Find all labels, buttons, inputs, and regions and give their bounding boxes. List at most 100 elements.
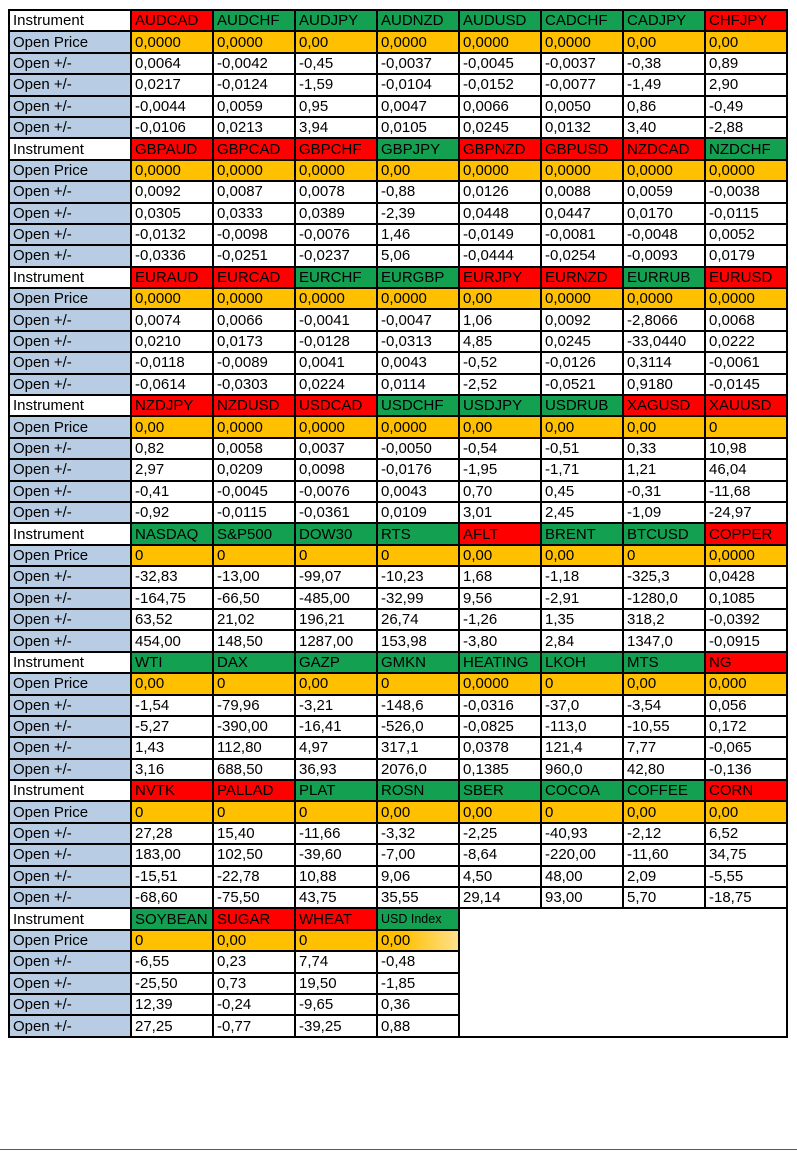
instrument-header-cell[interactable]: GBPCAD (212, 137, 296, 161)
open-change-cell[interactable]: 0,0092 (540, 308, 624, 332)
open-price-cell[interactable]: 0 (294, 543, 378, 568)
instrument-header-cell[interactable]: CADCHF (540, 8, 624, 33)
open-change-cell[interactable]: 2,09 (622, 864, 706, 889)
open-price-cell[interactable]: 0,0000 (622, 287, 706, 311)
open-change-cell[interactable]: 0,88 (376, 1014, 460, 1038)
open-change-cell[interactable]: -10,23 (376, 565, 460, 589)
open-price-cell[interactable]: 0,000 (704, 672, 788, 696)
open-change-cell[interactable]: 0,0047 (376, 94, 460, 118)
instrument-header-cell[interactable]: NVTK (130, 779, 214, 803)
open-change-cell[interactable]: 0,70 (458, 479, 542, 504)
open-price-cell[interactable]: 0 (130, 928, 214, 953)
open-change-cell[interactable]: 7,77 (622, 736, 706, 760)
open-change-cell[interactable]: -325,3 (622, 565, 706, 589)
open-change-cell[interactable]: 19,50 (294, 971, 378, 995)
instrument-header-cell[interactable]: AUDCAD (130, 8, 214, 33)
open-change-cell[interactable]: -2,25 (458, 821, 542, 846)
open-change-cell[interactable]: -1,54 (130, 693, 214, 717)
row-label-open-change[interactable]: Open +/- (8, 992, 132, 1017)
open-change-cell[interactable]: 317,1 (376, 736, 460, 760)
instrument-header-cell[interactable]: USDRUB (540, 394, 624, 418)
instrument-header-cell[interactable]: WTI (130, 650, 214, 675)
open-price-cell[interactable]: 0 (704, 415, 788, 439)
open-change-cell[interactable]: -0,0521 (540, 372, 624, 397)
open-price-cell[interactable]: 0,00 (376, 800, 460, 824)
open-price-cell[interactable]: 0,00 (704, 800, 788, 824)
open-change-cell[interactable]: 183,00 (130, 843, 214, 867)
instrument-header-cell[interactable]: PLAT (294, 779, 378, 803)
instrument-header-cell[interactable]: COPPER (704, 522, 788, 546)
open-change-cell[interactable]: 3,16 (130, 757, 214, 782)
open-change-cell[interactable]: 46,04 (704, 458, 788, 482)
open-change-cell[interactable]: 4,97 (294, 736, 378, 760)
open-change-cell[interactable]: -0,92 (130, 500, 214, 525)
open-change-cell[interactable]: 0,36 (376, 992, 460, 1017)
open-change-cell[interactable]: 121,4 (540, 736, 624, 760)
open-change-cell[interactable]: 0,0217 (130, 73, 214, 97)
open-change-cell[interactable]: -16,41 (294, 714, 378, 739)
open-price-cell[interactable]: 0,0000 (704, 543, 788, 568)
open-change-cell[interactable]: 3,01 (458, 500, 542, 525)
open-change-cell[interactable]: 0,0098 (294, 458, 378, 482)
open-change-cell[interactable]: -32,99 (376, 586, 460, 610)
open-change-cell[interactable]: -526,0 (376, 714, 460, 739)
open-change-cell[interactable]: -0,0077 (540, 73, 624, 97)
open-change-cell[interactable]: 0,82 (130, 436, 214, 461)
open-change-cell[interactable]: -0,31 (622, 479, 706, 504)
instrument-header-cell[interactable]: S&P500 (212, 522, 296, 546)
open-change-cell[interactable]: 35,55 (376, 885, 460, 910)
open-change-cell[interactable]: 0,0209 (212, 458, 296, 482)
open-change-cell[interactable]: -3,54 (622, 693, 706, 717)
instrument-header-cell[interactable]: COFFEE (622, 779, 706, 803)
row-label-open-price[interactable]: Open Price (8, 158, 132, 183)
instrument-header-cell[interactable]: NZDUSD (212, 394, 296, 418)
open-change-cell[interactable]: -3,21 (294, 693, 378, 717)
open-change-cell[interactable]: -0,0048 (622, 222, 706, 247)
instrument-header-cell[interactable]: CHFJPY (704, 8, 788, 33)
open-change-cell[interactable]: -11,66 (294, 821, 378, 846)
instrument-header-cell[interactable]: NZDCAD (622, 137, 706, 161)
row-label-open-change[interactable]: Open +/- (8, 714, 132, 739)
open-change-cell[interactable]: 1,43 (130, 736, 214, 760)
row-label-open-change[interactable]: Open +/- (8, 821, 132, 846)
open-change-cell[interactable]: -0,88 (376, 180, 460, 204)
open-change-cell[interactable]: -0,0038 (704, 180, 788, 204)
open-change-cell[interactable]: 10,88 (294, 864, 378, 889)
open-change-cell[interactable]: 4,50 (458, 864, 542, 889)
open-change-cell[interactable]: -0,52 (458, 351, 542, 375)
open-change-cell[interactable]: 0,172 (704, 714, 788, 739)
instrument-header-cell[interactable]: GBPUSD (540, 137, 624, 161)
instrument-header-cell[interactable]: GBPNZD (458, 137, 542, 161)
open-change-cell[interactable]: -0,0045 (212, 479, 296, 504)
row-label-instrument[interactable]: Instrument (8, 522, 132, 546)
instrument-header-cell[interactable]: LKOH (540, 650, 624, 675)
open-price-cell[interactable]: 0,0000 (540, 30, 624, 54)
open-change-cell[interactable]: -0,0037 (540, 51, 624, 76)
open-price-cell[interactable]: 0,0000 (622, 158, 706, 183)
instrument-header-cell[interactable]: ROSN (376, 779, 460, 803)
open-change-cell[interactable]: 196,21 (294, 607, 378, 632)
open-change-cell[interactable]: 93,00 (540, 885, 624, 910)
open-change-cell[interactable]: 318,2 (622, 607, 706, 632)
instrument-header-cell[interactable]: SOYBEAN (130, 907, 214, 931)
open-change-cell[interactable]: 0,0170 (622, 201, 706, 225)
open-change-cell[interactable]: -0,0115 (212, 500, 296, 525)
open-change-cell[interactable]: 0,0092 (130, 180, 214, 204)
row-label-open-change[interactable]: Open +/- (8, 629, 132, 653)
open-change-cell[interactable]: -1,26 (458, 607, 542, 632)
open-change-cell[interactable]: -113,0 (540, 714, 624, 739)
open-price-cell[interactable]: 0,0000 (376, 415, 460, 439)
open-change-cell[interactable]: -2,12 (622, 821, 706, 846)
open-change-cell[interactable]: 0,0043 (376, 479, 460, 504)
row-label-open-change[interactable]: Open +/- (8, 607, 132, 632)
row-label-open-change[interactable]: Open +/- (8, 864, 132, 889)
open-price-cell[interactable]: 0,00 (540, 415, 624, 439)
open-change-cell[interactable]: -0,45 (294, 51, 378, 76)
open-change-cell[interactable]: 0,0126 (458, 180, 542, 204)
open-change-cell[interactable]: -8,64 (458, 843, 542, 867)
row-label-open-price[interactable]: Open Price (8, 800, 132, 824)
open-change-cell[interactable]: -390,00 (212, 714, 296, 739)
open-change-cell[interactable]: -0,0126 (540, 351, 624, 375)
open-change-cell[interactable]: -0,0118 (130, 351, 214, 375)
instrument-header-cell[interactable]: DAX (212, 650, 296, 675)
